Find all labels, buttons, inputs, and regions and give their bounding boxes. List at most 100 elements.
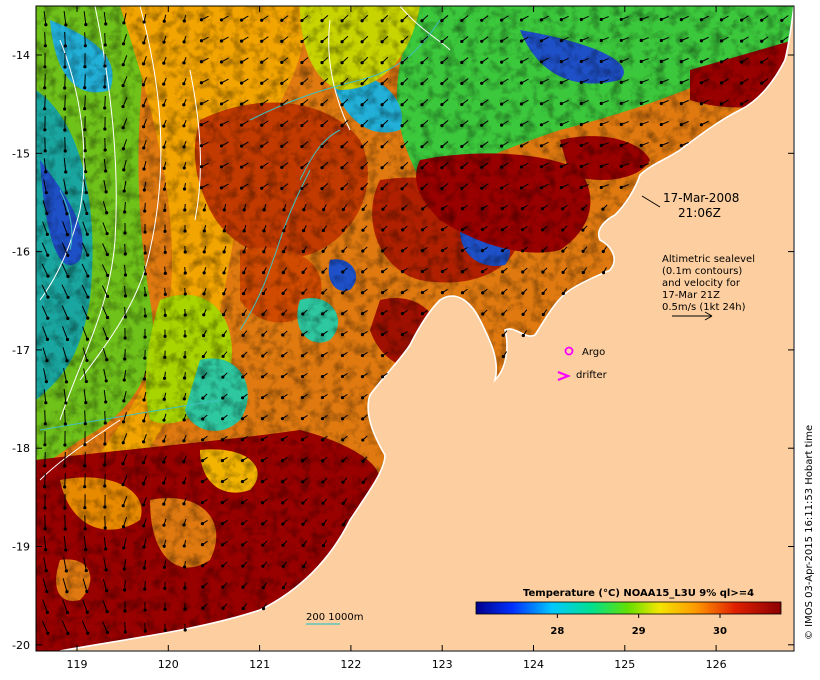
colorbar-tick-label: 30 bbox=[713, 626, 727, 637]
velocity-arrow bbox=[719, 78, 729, 85]
velocity-arrow bbox=[380, 267, 388, 274]
velocity-arrow bbox=[559, 15, 569, 22]
velocity-arrow bbox=[163, 350, 167, 359]
velocity-arrow bbox=[63, 94, 67, 111]
velocity-arrow bbox=[43, 473, 47, 489]
velocity-arrow bbox=[103, 515, 107, 530]
velocity-arrow bbox=[43, 32, 47, 48]
velocity-arrow bbox=[200, 499, 208, 505]
velocity-arrow bbox=[182, 120, 187, 128]
velocity-arrow bbox=[639, 16, 649, 22]
velocity-arrow bbox=[561, 225, 568, 232]
velocity-arrow bbox=[83, 137, 87, 153]
velocity-arrow bbox=[162, 476, 167, 485]
velocity-arrow bbox=[340, 373, 348, 379]
velocity-arrow bbox=[320, 394, 328, 400]
velocity-arrow bbox=[142, 370, 147, 381]
velocity-arrow bbox=[43, 53, 47, 69]
velocity-arrow bbox=[321, 456, 328, 463]
velocity-arrow bbox=[400, 246, 408, 253]
velocity-arrow bbox=[43, 515, 47, 531]
velocity-arrow bbox=[380, 351, 388, 358]
velocity-arrow bbox=[239, 120, 249, 127]
velocity-arrow bbox=[481, 309, 488, 316]
velocity-arrow bbox=[183, 350, 187, 359]
velocity-arrow bbox=[83, 368, 88, 384]
velocity-arrow bbox=[143, 223, 147, 234]
velocity-arrow bbox=[143, 349, 147, 360]
velocity-arrow bbox=[460, 57, 469, 65]
drifter-marker bbox=[557, 370, 571, 382]
velocity-arrow bbox=[163, 308, 167, 317]
velocity-arrow bbox=[162, 455, 167, 464]
velocity-arrow bbox=[501, 267, 508, 274]
velocity-arrow bbox=[539, 99, 549, 106]
velocity-arrow bbox=[460, 162, 469, 170]
velocity-arrow bbox=[201, 414, 208, 421]
velocity-arrow bbox=[103, 11, 108, 26]
velocity-arrow bbox=[320, 77, 329, 86]
velocity-arrow bbox=[400, 182, 409, 191]
velocity-arrow bbox=[301, 477, 308, 484]
velocity-arrow bbox=[420, 161, 429, 170]
velocity-arrow bbox=[141, 476, 148, 486]
velocity-arrow bbox=[182, 371, 187, 380]
velocity-arrow bbox=[280, 477, 288, 484]
lat-tick-label: -16 bbox=[12, 246, 30, 259]
velocity-arrow bbox=[420, 182, 429, 191]
velocity-arrow bbox=[202, 288, 207, 296]
velocity-arrow bbox=[282, 204, 287, 212]
velocity-arrow bbox=[63, 409, 67, 426]
velocity-arrow bbox=[260, 414, 268, 421]
velocity-arrow bbox=[81, 305, 90, 320]
velocity-arrow bbox=[360, 35, 369, 44]
velocity-arrow bbox=[559, 78, 569, 85]
lon-tick-label: 122 bbox=[340, 658, 361, 671]
velocity-arrow bbox=[361, 267, 368, 274]
velocity-arrow bbox=[581, 267, 588, 275]
velocity-arrow bbox=[340, 56, 349, 65]
velocity-arrow bbox=[300, 99, 309, 107]
velocity-arrow bbox=[182, 161, 187, 170]
velocity-arrow bbox=[460, 99, 469, 107]
velocity-arrow bbox=[360, 14, 369, 23]
velocity-arrow bbox=[460, 15, 469, 23]
velocity-arrow bbox=[300, 57, 309, 65]
velocity-arrow bbox=[63, 368, 69, 384]
velocity-arrow bbox=[63, 472, 67, 489]
velocity-arrow bbox=[183, 266, 187, 275]
velocity-arrow bbox=[162, 98, 167, 107]
velocity-arrow bbox=[261, 288, 268, 296]
velocity-arrow bbox=[300, 162, 309, 170]
velocity-arrow bbox=[63, 157, 68, 174]
date-pointer bbox=[641, 195, 661, 208]
longitude-axis: 119 120 121 122 123 124 125 126 bbox=[67, 6, 727, 671]
velocity-arrow bbox=[200, 435, 208, 442]
velocity-arrow bbox=[42, 578, 49, 594]
velocity-arrow bbox=[41, 620, 50, 635]
velocity-arrow bbox=[480, 226, 488, 232]
velocity-arrow bbox=[302, 204, 307, 212]
lat-tick-label: -15 bbox=[12, 147, 30, 160]
velocity-arrow bbox=[460, 36, 469, 44]
velocity-arrow bbox=[440, 204, 448, 211]
velocity-arrow bbox=[83, 473, 87, 489]
velocity-arrow bbox=[141, 434, 147, 444]
velocity-arrow bbox=[541, 225, 548, 232]
velocity-arrow bbox=[300, 36, 309, 44]
velocity-arrow bbox=[679, 120, 689, 127]
velocity-arrow bbox=[141, 77, 148, 87]
velocity-arrow bbox=[619, 142, 629, 148]
velocity-arrow bbox=[579, 121, 589, 127]
sealevel-contours bbox=[39, 6, 451, 481]
velocity-arrow bbox=[62, 200, 69, 216]
velocity-arrow bbox=[300, 435, 308, 442]
velocity-arrow bbox=[82, 347, 89, 363]
velocity-arrow bbox=[41, 242, 50, 257]
velocity-arrow bbox=[420, 309, 428, 316]
velocity-arrow bbox=[121, 118, 128, 130]
velocity-arrow bbox=[63, 179, 68, 195]
velocity-arrow bbox=[122, 369, 127, 382]
velocity-arrow bbox=[481, 288, 488, 295]
velocity-arrow bbox=[183, 581, 187, 590]
